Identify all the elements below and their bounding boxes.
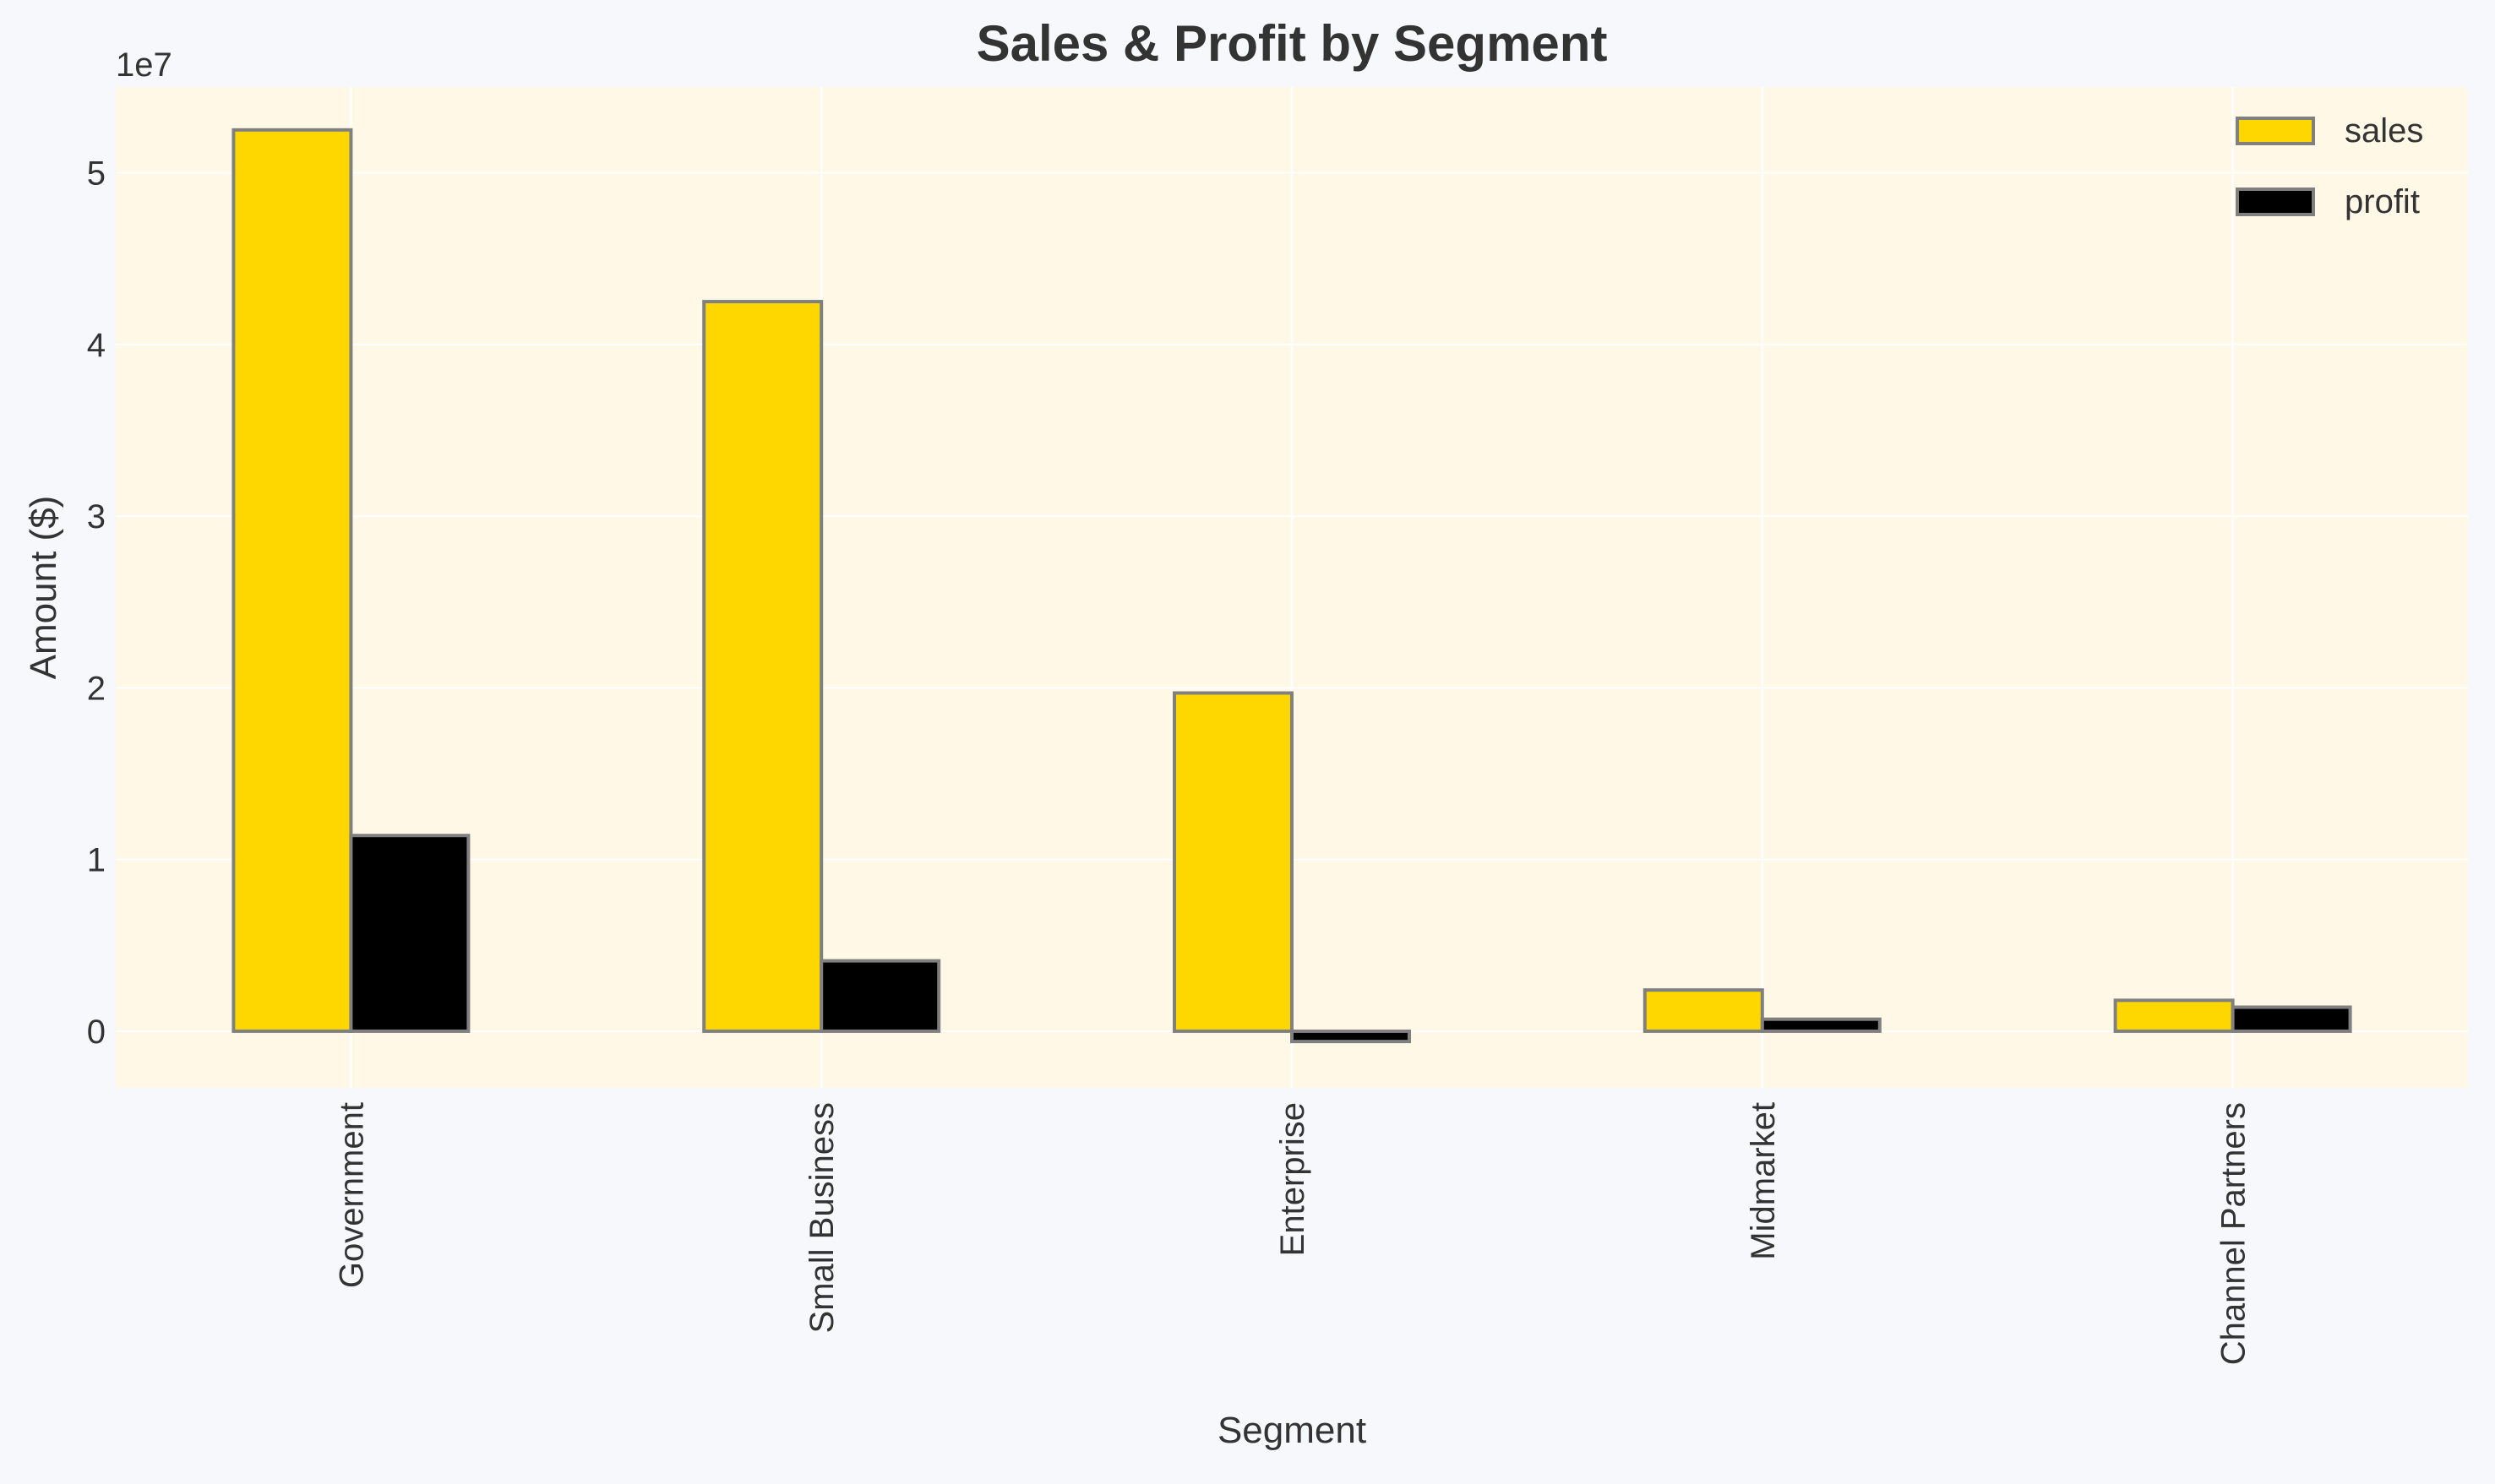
bar-profit-midmarket (1760, 1017, 1882, 1033)
y-tick-label: 5 (87, 155, 106, 193)
legend-label-sales: sales (2345, 112, 2423, 149)
bar-sales-channel-partners (2113, 998, 2235, 1033)
bar-profit-government (349, 834, 471, 1033)
chart-title: Sales & Profit by Segment (977, 15, 1608, 72)
x-axis-label: Segment (1218, 1410, 1366, 1451)
axis-ticks: 0 1 2 3 4 5 Government Small Business Enterprise… (87, 155, 2253, 1366)
y-axis-label: Amount ($) (23, 496, 64, 680)
legend-swatch-profit (2236, 188, 2315, 216)
y-axis-offset-label: 1e7 (116, 46, 172, 84)
x-tick-label: Government (333, 1102, 370, 1288)
legend: sales profit (2236, 112, 2423, 220)
bar-profit-channel-partners (2231, 1005, 2352, 1033)
bars (232, 128, 2352, 1044)
x-tick-label: Enterprise (1274, 1102, 1311, 1256)
x-tick-label: Channel Partners (2215, 1102, 2253, 1365)
bar-profit-enterprise (1290, 1029, 1411, 1044)
legend-swatch-sales (2236, 117, 2315, 145)
bar-sales-small-business (702, 300, 824, 1033)
y-tick-label: 2 (87, 670, 106, 707)
x-tick-label: Midmarket (1745, 1102, 1782, 1260)
bar-sales-midmarket (1642, 988, 1764, 1033)
x-tick-label: Small Business (804, 1102, 841, 1333)
bar-sales-government (232, 128, 353, 1033)
y-tick-label: 4 (87, 327, 106, 364)
bar-profit-small-business (820, 959, 941, 1033)
y-tick-label: 0 (87, 1014, 106, 1051)
legend-label-profit: profit (2345, 183, 2420, 220)
y-tick-label: 3 (87, 498, 106, 535)
y-tick-label: 1 (87, 842, 106, 879)
bar-sales-enterprise (1173, 691, 1294, 1033)
